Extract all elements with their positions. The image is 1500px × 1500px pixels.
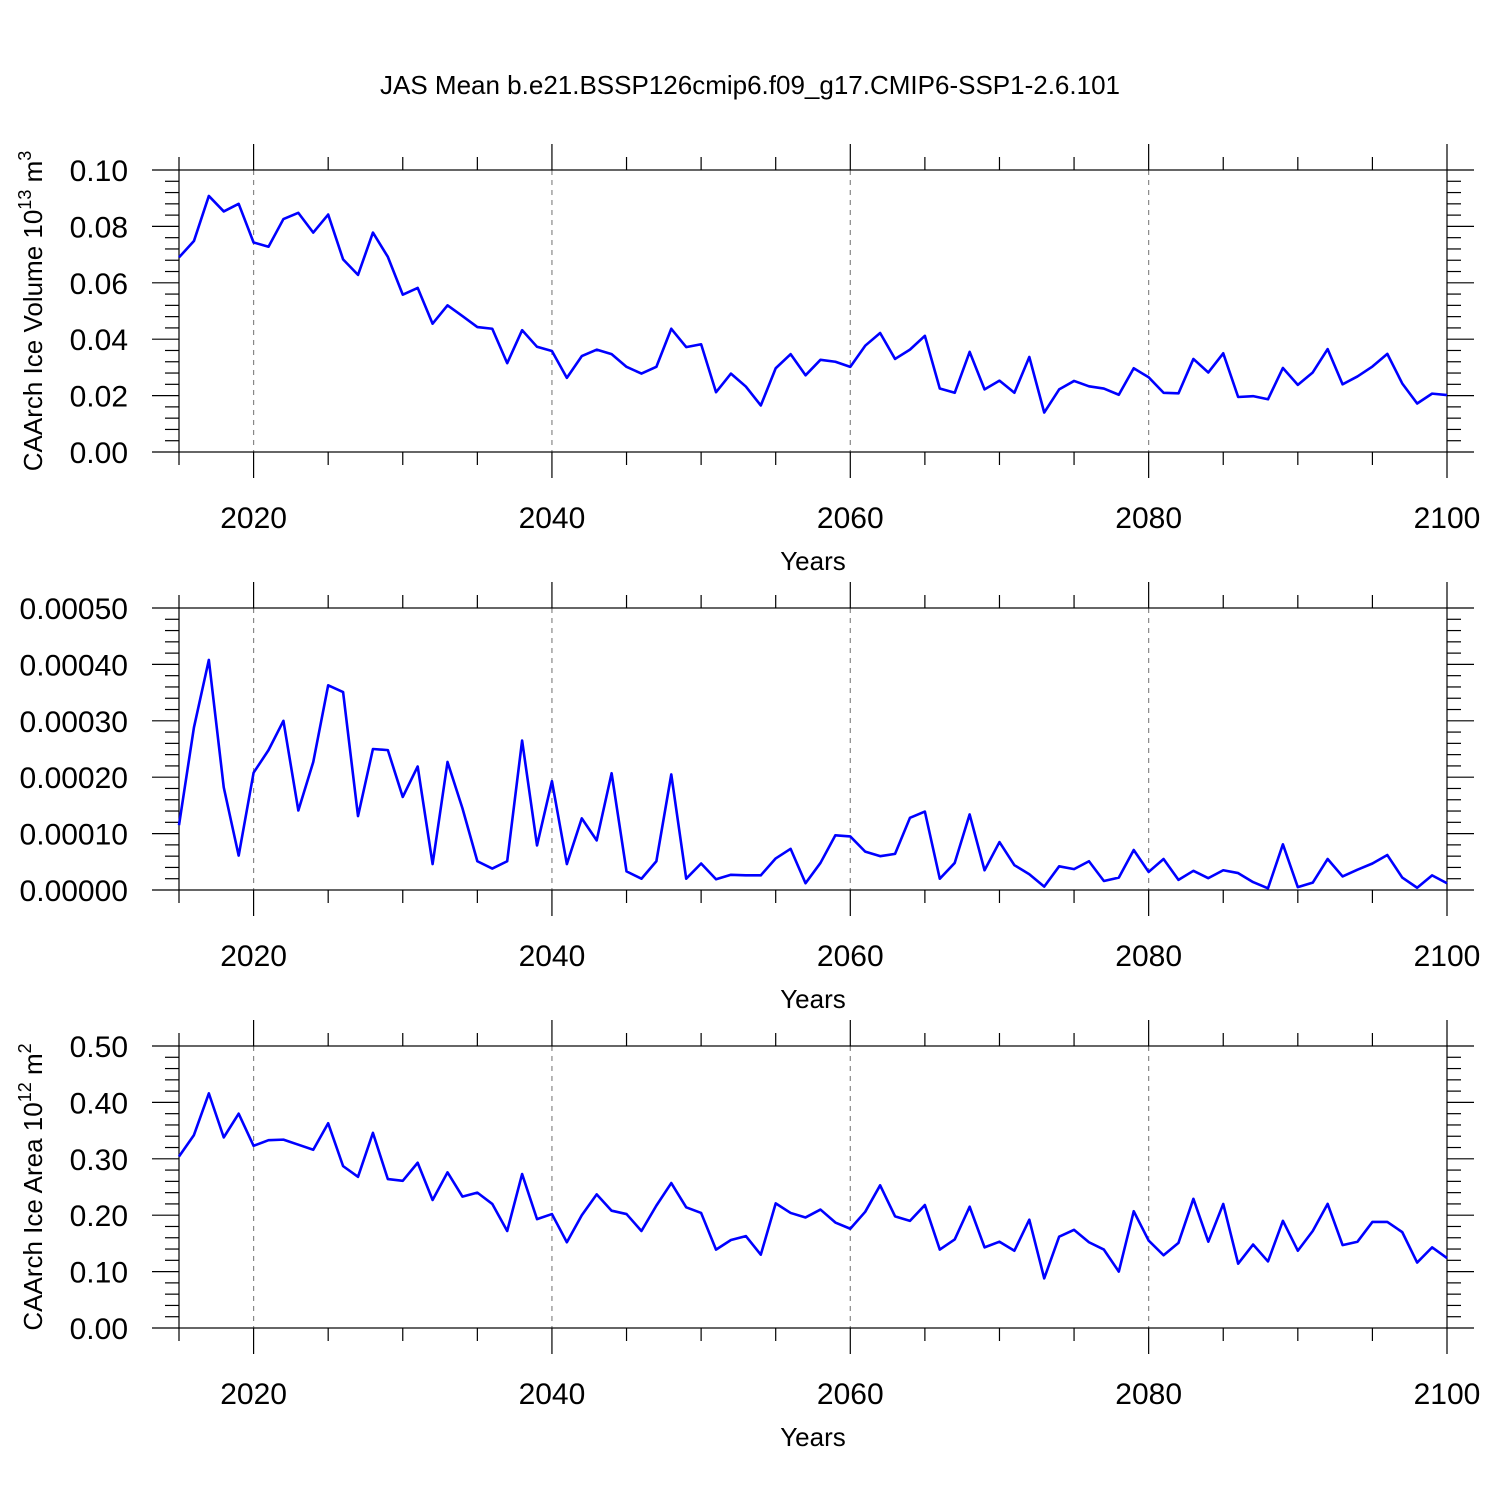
chart-panel-1: 2020 2040 2060 2080 2100 0.00 0.02 0.04 0.06 0.08… — [15, 144, 1480, 576]
x-tick-label: 2060 — [817, 940, 884, 973]
y-tick-label: 0.00010 — [20, 819, 128, 852]
y-tick-label: 0.00 — [70, 437, 128, 470]
x-axis-label: Years — [780, 984, 846, 1014]
y-tick-label: 0.06 — [70, 268, 128, 301]
y-axis-label-part: m — [18, 161, 48, 190]
y-tick-label: 0.10 — [70, 1257, 128, 1290]
y-axis-label-part: 2 — [15, 1043, 35, 1053]
data-series-line — [177, 1092, 1448, 1280]
x-axis-label: Years — [780, 546, 846, 576]
y-tick-label: 0.00040 — [20, 649, 128, 682]
x-tick-label: 2080 — [1115, 502, 1182, 535]
y-axis-label-part: 13 — [15, 190, 35, 210]
y-tick-label: 0.00050 — [20, 593, 128, 626]
x-tick-label: 2080 — [1115, 940, 1182, 973]
y-axis-label-part: m — [18, 1053, 48, 1082]
x-tick-label: 2020 — [220, 1378, 287, 1411]
y-tick-label: 0.02 — [70, 381, 128, 414]
y-axis-label-part: 12 — [15, 1082, 35, 1102]
x-tick-label: 2060 — [817, 502, 884, 535]
x-tick-label: 2040 — [519, 940, 586, 973]
chart-panel-3: 2020 2040 2060 2080 2100 0.00 0.10 0.20 0.30 0.40… — [15, 1020, 1480, 1452]
y-tick-label: 0.00000 — [20, 875, 128, 908]
x-tick-label: 2020 — [220, 940, 287, 973]
data-series-line — [178, 194, 1448, 414]
y-tick-label: 0.40 — [70, 1087, 128, 1120]
chart-panel-2: 2020 2040 2060 2080 2100 0.00000 0.00010 0.0002… — [20, 582, 1481, 1014]
y-axis-label: CAArch Ice Area 1012 m2 — [15, 1043, 48, 1330]
x-axis-label: Years — [780, 1422, 846, 1452]
y-tick-label: 0.30 — [70, 1144, 128, 1177]
y-axis-label-part: CAArch Ice Volume 10 — [18, 210, 48, 472]
y-tick-label: 0.00030 — [20, 706, 128, 739]
x-tick-label: 2040 — [519, 502, 586, 535]
y-tick-label: 0.50 — [70, 1031, 128, 1064]
y-tick-label: 0.00020 — [20, 762, 128, 795]
x-tick-label: 2100 — [1414, 1378, 1481, 1411]
y-tick-label: 0.20 — [70, 1200, 128, 1233]
x-tick-label: 2040 — [519, 1378, 586, 1411]
data-series-line — [177, 658, 1448, 890]
x-tick-label: 2020 — [220, 502, 287, 535]
y-tick-label: 0.00 — [70, 1313, 128, 1346]
x-tick-label: 2100 — [1414, 940, 1481, 973]
plot-frame — [178, 1045, 1448, 1329]
figure-title: JAS Mean b.e21.BSSP126cmip6.f09_g17.CMIP… — [380, 70, 1120, 100]
plot-frame — [178, 607, 1448, 891]
y-axis-label-part: 3 — [15, 151, 35, 161]
x-tick-label: 2100 — [1414, 502, 1481, 535]
plot-frame — [178, 169, 1448, 453]
y-axis-label: CAArch Ice Volume 1013 m3 — [15, 151, 48, 472]
y-tick-label: 0.08 — [70, 211, 128, 244]
x-tick-label: 2080 — [1115, 1378, 1182, 1411]
y-axis-label-part: CAArch Ice Area 10 — [18, 1102, 48, 1330]
x-tick-label: 2060 — [817, 1378, 884, 1411]
y-tick-label: 0.04 — [70, 324, 128, 357]
y-tick-label: 0.10 — [70, 155, 128, 188]
